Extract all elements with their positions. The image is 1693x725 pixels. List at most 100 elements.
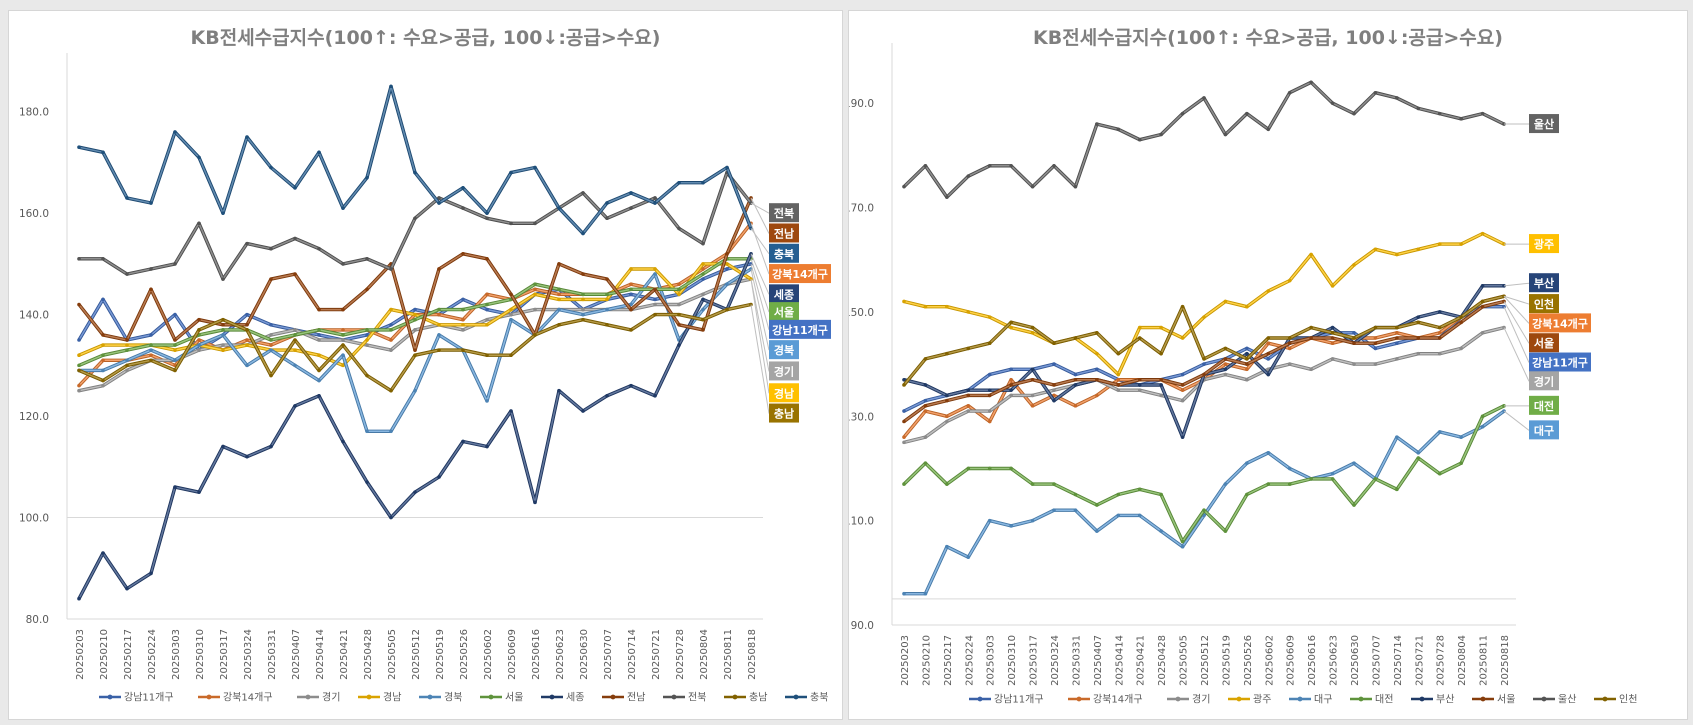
data-point	[77, 145, 81, 150]
data-point	[317, 394, 321, 398]
label-leader-line	[1503, 410, 1530, 431]
data-point	[317, 328, 321, 332]
data-point	[365, 429, 369, 434]
data-point	[413, 328, 417, 332]
data-point	[605, 297, 609, 302]
data-point	[485, 353, 489, 358]
legend-marker	[488, 694, 494, 700]
data-point	[1137, 487, 1142, 492]
data-point	[629, 383, 633, 388]
series-line-outline	[904, 409, 1506, 596]
data-point	[1266, 357, 1271, 361]
x-tick-label: 20250331	[1071, 635, 1082, 686]
data-point	[653, 312, 657, 317]
legend-item: 대구	[1289, 694, 1332, 706]
data-point	[1009, 325, 1013, 330]
end-label-강북14개구: 강북14개구	[772, 267, 828, 281]
data-point	[1052, 362, 1056, 366]
series-광주	[902, 231, 1506, 377]
data-point	[653, 201, 657, 205]
y-tick-label: 100.0	[19, 513, 49, 525]
data-point	[533, 292, 537, 297]
data-point	[1245, 346, 1249, 351]
legend-marker	[1175, 696, 1181, 702]
data-point	[1480, 330, 1485, 335]
legend-item: 충북	[785, 692, 828, 704]
data-point	[197, 328, 201, 332]
legend-item: 대전	[1350, 694, 1393, 706]
x-tick-label: 20250331	[267, 629, 278, 680]
data-point	[509, 353, 513, 358]
legend-item: 충남	[724, 692, 767, 704]
data-point	[605, 322, 609, 327]
label-leader-line	[750, 263, 770, 330]
data-point	[1223, 362, 1228, 366]
x-tick-label: 20250421	[339, 629, 350, 680]
legend-marker	[1480, 696, 1486, 702]
end-label-전남: 전남	[774, 226, 794, 240]
data-point	[653, 267, 657, 271]
data-point	[533, 282, 537, 287]
data-point	[437, 348, 441, 352]
data-point	[173, 368, 177, 373]
data-point	[629, 328, 633, 332]
data-point	[101, 150, 105, 155]
end-label-box	[1529, 313, 1591, 333]
data-point	[1480, 424, 1485, 429]
end-label-대구: 대구	[1534, 423, 1554, 437]
data-point	[677, 282, 681, 287]
right-chart-panel: KB전세수급지수(100↑: 수요>공급, 100↓:공급>수요) 190.0 17…	[848, 10, 1688, 720]
data-point	[101, 333, 105, 337]
series-충북	[77, 84, 753, 236]
legend-item: 광주	[1228, 694, 1271, 706]
data-point	[485, 307, 489, 312]
series-서울	[902, 299, 1506, 424]
data-point	[533, 287, 537, 292]
data-point	[1395, 252, 1399, 257]
x-tick-label: 20250519	[435, 629, 446, 680]
data-point	[341, 439, 345, 444]
data-point	[966, 404, 971, 408]
data-point	[1245, 357, 1249, 361]
legend-label: 서울	[505, 692, 523, 704]
data-point	[1159, 529, 1163, 533]
data-point	[1073, 336, 1078, 340]
data-point	[1223, 346, 1228, 351]
end-label-세종: 세종	[774, 287, 794, 301]
data-point	[1009, 164, 1013, 168]
data-point	[1480, 299, 1485, 304]
end-label-box	[1529, 371, 1559, 391]
data-point	[1437, 351, 1442, 356]
legend-label: 충남	[749, 692, 767, 704]
legend-item: 경남	[358, 691, 401, 704]
data-point	[461, 307, 465, 312]
data-point	[945, 414, 949, 419]
data-point	[461, 439, 465, 444]
x-tick-label: 20250512	[1200, 635, 1211, 686]
data-point	[1287, 346, 1292, 351]
data-point	[221, 317, 225, 322]
data-point	[197, 343, 201, 347]
data-point	[317, 307, 321, 312]
legend-marker	[793, 694, 799, 700]
data-point	[485, 302, 489, 307]
data-point	[1330, 341, 1335, 346]
data-point	[437, 312, 441, 317]
data-point	[629, 287, 633, 292]
data-point	[77, 363, 81, 368]
legend-item: 울산	[1533, 694, 1576, 706]
data-point	[677, 302, 681, 307]
data-point	[1030, 377, 1035, 382]
data-point	[1287, 278, 1292, 283]
data-point	[1116, 372, 1121, 377]
data-point	[1480, 284, 1485, 288]
end-label-광주: 광주	[1534, 238, 1554, 251]
x-tick-label: 20250310	[1007, 635, 1018, 686]
data-point	[581, 297, 585, 302]
data-point	[923, 404, 928, 408]
data-point	[1223, 529, 1228, 533]
x-tick-label: 20250310	[195, 629, 206, 680]
legend-marker	[732, 694, 738, 700]
data-point	[1052, 398, 1056, 403]
series-line	[78, 85, 752, 235]
